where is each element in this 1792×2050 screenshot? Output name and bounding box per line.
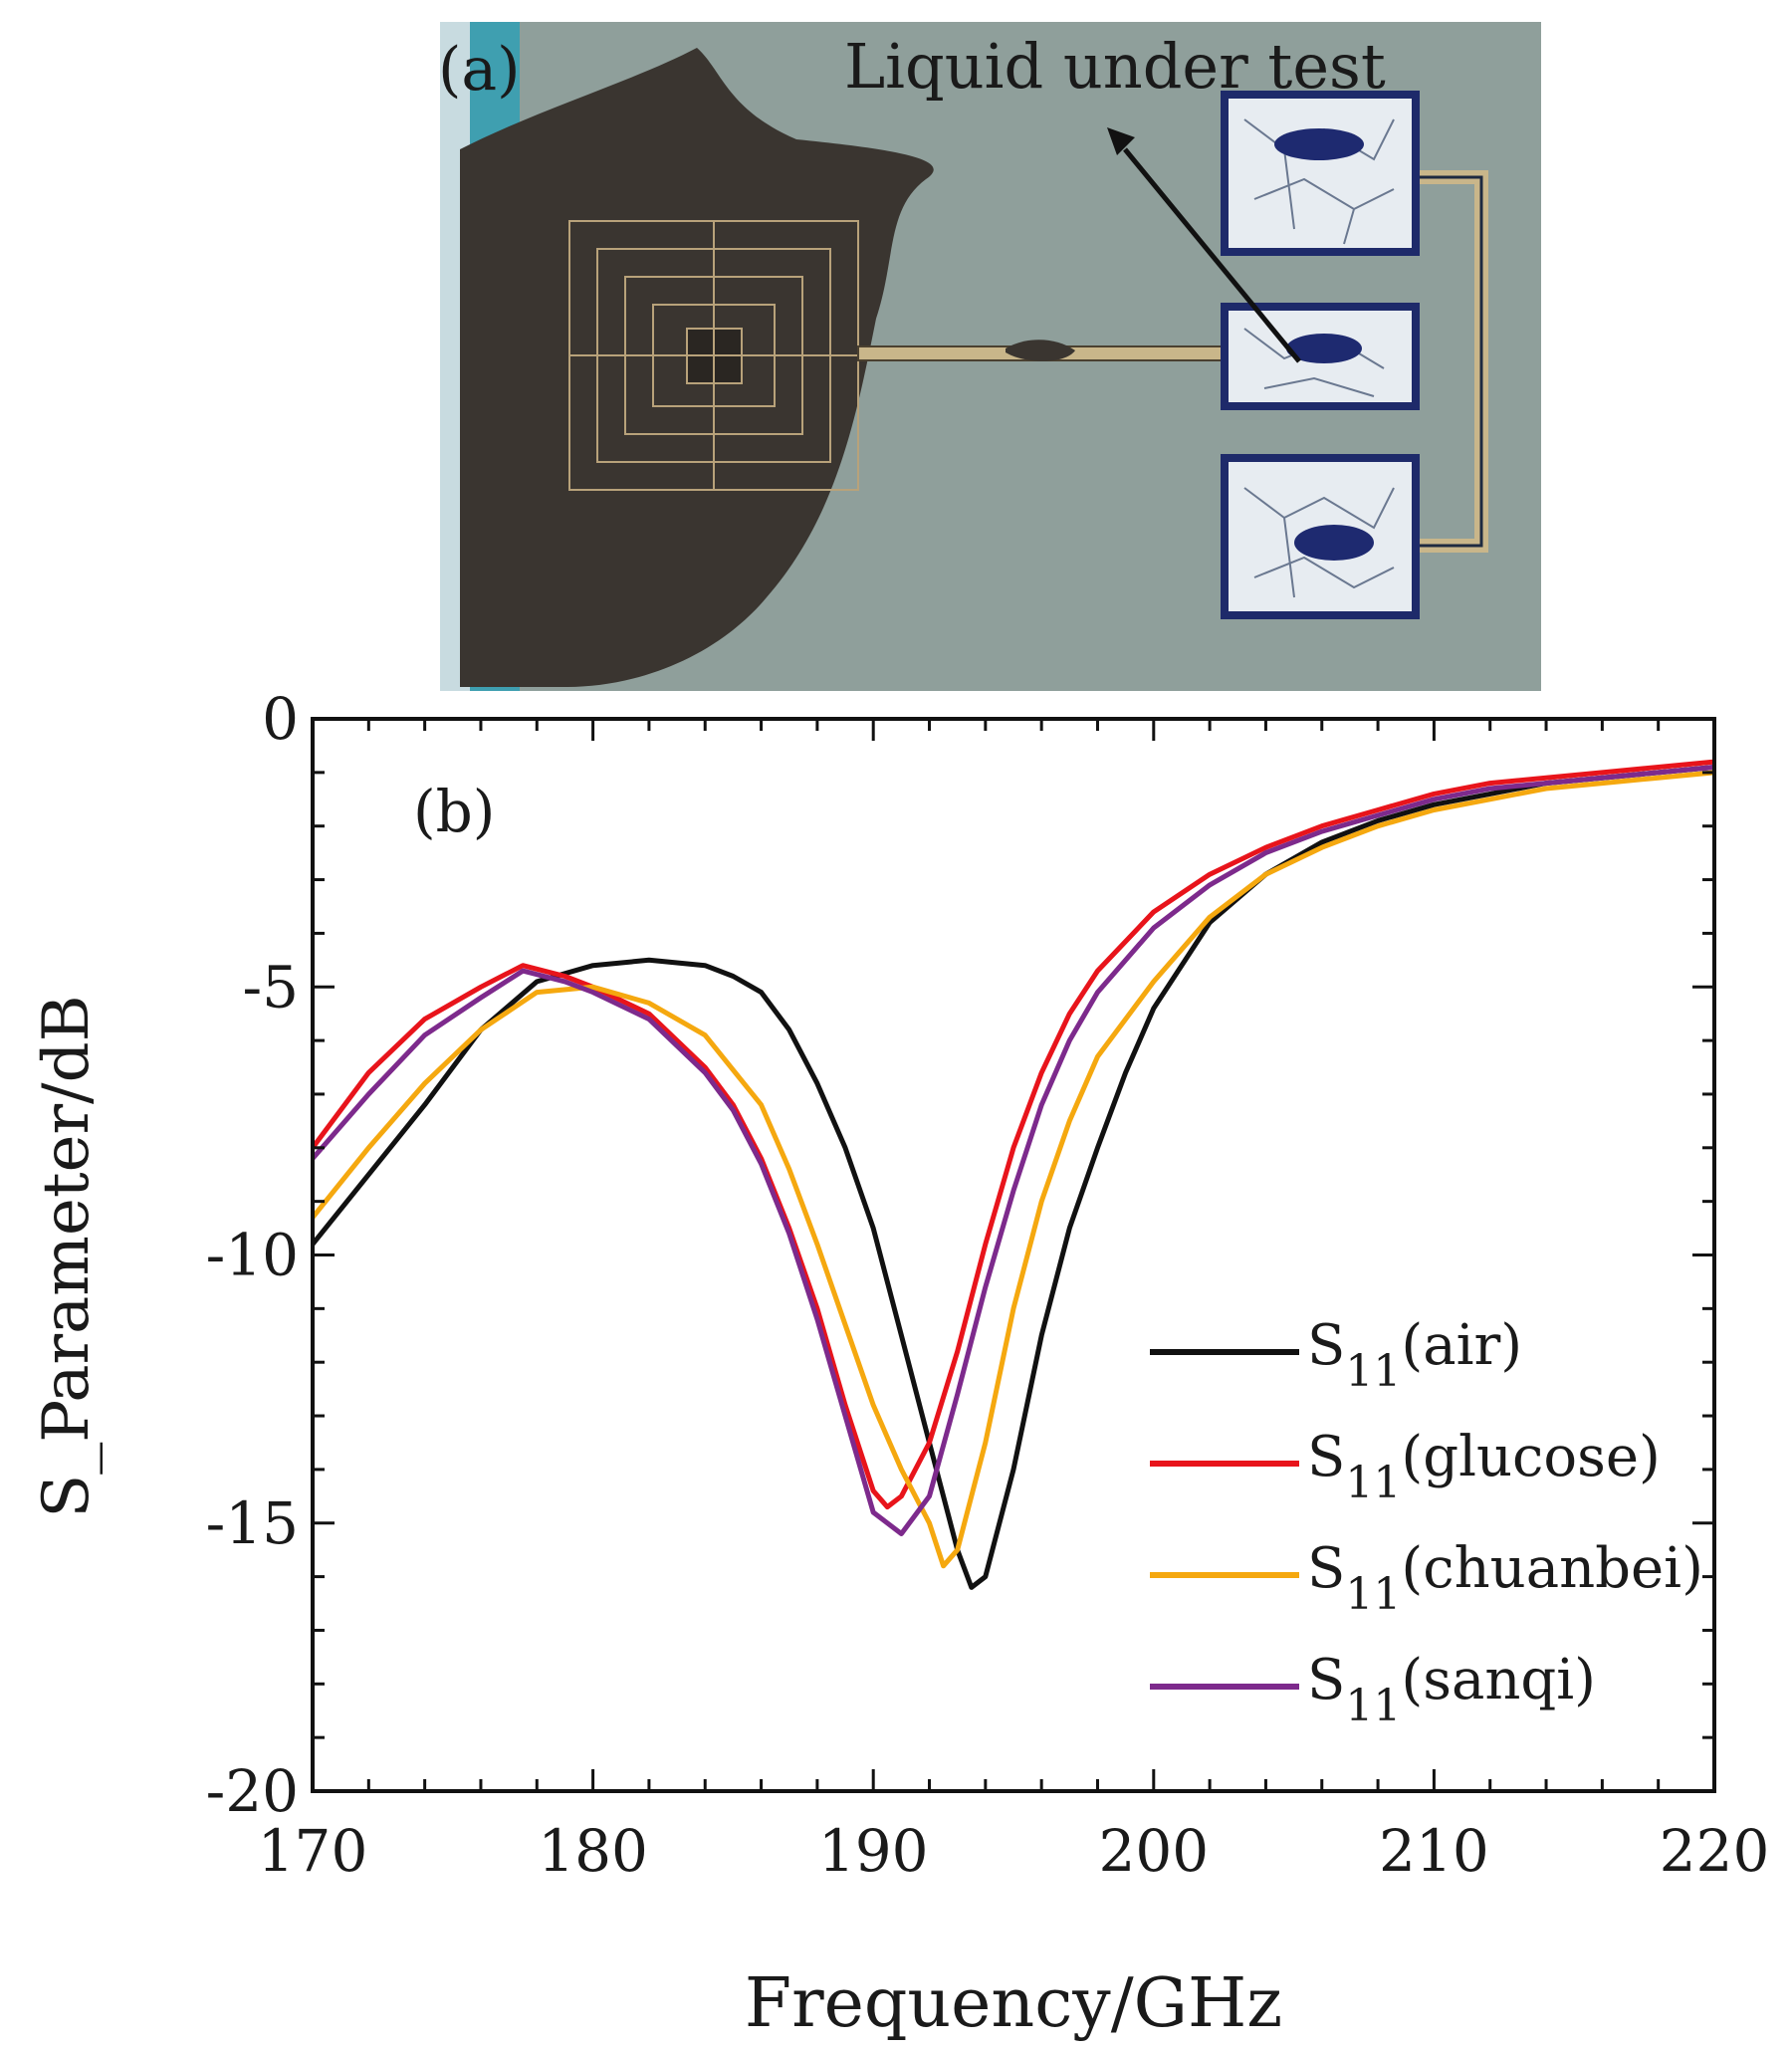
legend-item-air: S11(air) xyxy=(1150,1313,1522,1397)
legend-label-air: S11(air) xyxy=(1307,1313,1522,1397)
legend: S11(air) S11(glucose) S11(chuanbei) S11(san… xyxy=(1150,1313,1703,1731)
legend-item-chuanbei: S11(chuanbei) xyxy=(1150,1536,1703,1620)
plot-frame xyxy=(311,717,1716,1793)
panel-b-chart: 170 180 190 200 210 220 0 -5 -10 -15 -20 (b) Frequ… xyxy=(30,685,1769,2043)
panel-a-photo: (a) Liquid under test xyxy=(438,22,1541,691)
series-line-sanqi xyxy=(311,765,1715,1536)
series-line-air xyxy=(311,765,1715,1590)
chip-pattern xyxy=(568,220,859,491)
series-layer xyxy=(310,759,1715,1590)
y-tick-label: -10 xyxy=(206,1222,299,1289)
annotation-arrow-head xyxy=(1107,127,1135,155)
legend-item-glucose: S11(glucose) xyxy=(1150,1425,1661,1508)
pad-bottom xyxy=(1221,454,1420,619)
x-tick-label: 190 xyxy=(818,1817,929,1885)
ticks-layer: 170 180 190 200 210 220 0 -5 -10 -15 -20 xyxy=(206,685,1770,1885)
liquid-annotation: Liquid under test xyxy=(844,30,1386,103)
y-axis-label: S_Parameter/dB xyxy=(30,995,104,1517)
series-line-chuanbei xyxy=(311,770,1715,1569)
series-line-glucose xyxy=(310,759,1715,1510)
panel-a-label: (a) xyxy=(438,35,521,105)
pad-top xyxy=(1221,91,1420,256)
x-tick-label: 210 xyxy=(1379,1817,1489,1885)
y-tick-label: -5 xyxy=(243,953,300,1021)
pad-middle xyxy=(1221,303,1420,410)
legend-item-sanqi: S11(sanqi) xyxy=(1150,1648,1596,1731)
legend-label-glucose: S11(glucose) xyxy=(1307,1425,1661,1508)
legend-label-sanqi: S11(sanqi) xyxy=(1307,1648,1596,1731)
droplet-on-line xyxy=(1006,340,1075,361)
annotation-arrow-line xyxy=(1123,147,1301,363)
x-tick-label: 170 xyxy=(258,1817,368,1885)
x-axis-label: Frequency/GHz xyxy=(745,1964,1282,2043)
x-tick-label: 220 xyxy=(1660,1817,1770,1885)
connecting-trace-outline xyxy=(1416,175,1483,548)
legend-label-chuanbei: S11(chuanbei) xyxy=(1307,1536,1703,1620)
y-tick-label: 0 xyxy=(262,685,299,753)
y-tick-label: -20 xyxy=(206,1757,299,1825)
panel-b-label: (b) xyxy=(413,778,495,845)
x-tick-label: 200 xyxy=(1098,1817,1209,1885)
x-tick-label: 180 xyxy=(538,1817,648,1885)
y-tick-label: -15 xyxy=(206,1489,299,1557)
